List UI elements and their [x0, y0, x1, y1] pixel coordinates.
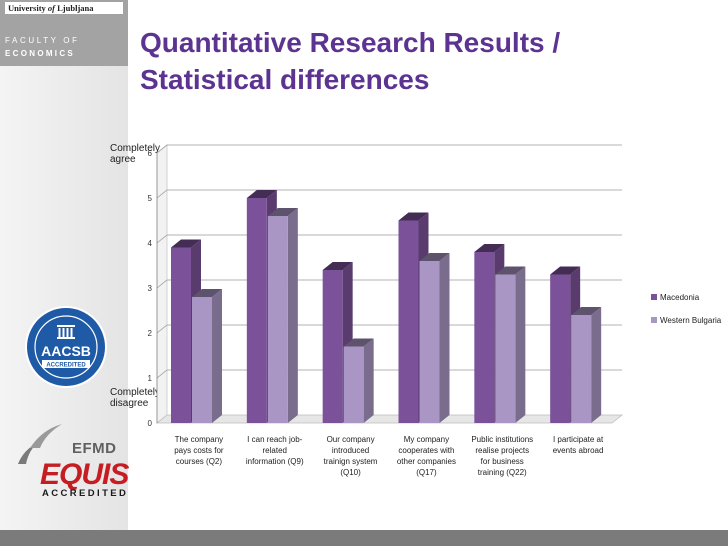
university-city: Ljubljana — [57, 3, 94, 13]
gridline — [156, 189, 622, 199]
gridline — [156, 144, 622, 154]
faculty-line-2: ECONOMICS — [5, 49, 76, 58]
gridline — [156, 324, 622, 334]
bar — [192, 289, 222, 423]
bar — [571, 307, 602, 423]
aacsb-text: AACSB — [41, 343, 91, 359]
y-tick-label: 6 — [148, 149, 153, 158]
title-line-1: Quantitative Research Results / — [140, 27, 561, 58]
legend-swatch — [651, 294, 657, 300]
bar — [419, 253, 450, 423]
equis-text: EQUIS — [40, 458, 129, 491]
aacsb-seal-inner-ring — [34, 315, 98, 379]
legend-label: Western Bulgaria — [660, 316, 722, 325]
gridline — [156, 234, 622, 244]
category-label: Our company introduced trainign system (Q10… — [324, 435, 378, 477]
aacsb-seal: AACSB ACCREDITED — [25, 306, 107, 388]
title-line-2: Statistical differences — [140, 64, 430, 95]
aacsb-accredited: ACCREDITED — [46, 363, 86, 369]
efmd-text: EFMD — [72, 440, 117, 457]
bar — [267, 208, 298, 423]
bar — [495, 266, 526, 423]
category-label: My company cooperates with other companies… — [397, 435, 456, 477]
scale-label-disagree: Completely disagree — [110, 387, 161, 409]
university-of: of — [47, 3, 55, 13]
gridline — [156, 369, 622, 379]
aacsb-banner — [42, 360, 90, 368]
university-prefix: University — [8, 3, 46, 13]
pillar-icon — [57, 325, 75, 339]
category-label: I can reach job-related information (Q9) — [246, 435, 304, 466]
university-name: University of Ljubljana — [5, 2, 123, 14]
faculty-logo: University of Ljubljana FACULTY OF ECONO… — [0, 0, 128, 66]
faculty-line-1: FACULTY OF — [5, 36, 80, 45]
legend-label: Macedonia — [660, 293, 700, 302]
gridline — [156, 279, 622, 289]
category-label: The company pays costs for courses (Q2) — [174, 435, 224, 466]
bar — [343, 338, 374, 423]
footer-strip — [0, 530, 728, 546]
left-sidebar — [0, 0, 128, 546]
category-label: I participate at events abroad — [553, 435, 604, 455]
y-tick-label: 4 — [148, 239, 153, 248]
category-label: Public institutions realise projects for b… — [471, 435, 533, 477]
equis-accredited: ACCREDITED — [42, 488, 129, 499]
y-tick-label: 3 — [148, 284, 153, 293]
scale-label-agree: Completely agree — [110, 143, 161, 165]
y-tick-label: 5 — [148, 194, 153, 203]
efmd-swoosh-icon — [18, 424, 62, 464]
legend-swatch — [651, 317, 657, 323]
slide-title: Quantitative Research Results / Statisti… — [140, 24, 560, 98]
y-tick-label: 0 — [148, 419, 153, 428]
y-tick-label: 2 — [148, 329, 153, 338]
y-tick-label: 1 — [148, 374, 153, 383]
